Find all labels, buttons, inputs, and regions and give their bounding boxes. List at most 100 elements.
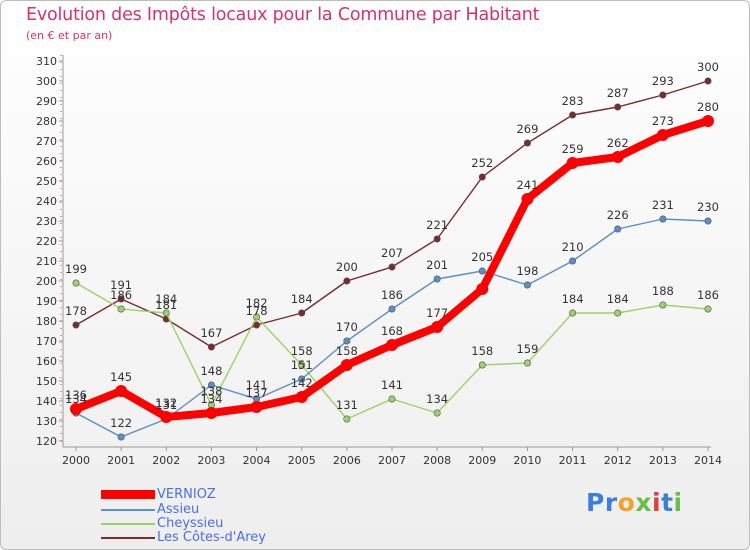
x-tick-label: 2005 <box>288 454 316 467</box>
y-tick-label: 270 <box>36 135 57 148</box>
data-label-vernioz: 137 <box>246 386 268 400</box>
point-cheyssieu <box>614 309 622 317</box>
point-vernioz <box>160 411 173 423</box>
point-assieu <box>478 267 486 275</box>
data-label-assieu: 205 <box>471 250 493 264</box>
point-vernioz <box>702 115 714 127</box>
y-tick-label: 290 <box>36 95 57 108</box>
data-label-vernioz: 280 <box>697 100 719 114</box>
x-tick-label: 2004 <box>243 454 271 467</box>
point-assieu <box>659 215 667 223</box>
y-tick-label: 130 <box>36 415 57 428</box>
point-vernioz <box>386 339 398 351</box>
point-les-c-tes-d-arey <box>253 321 261 329</box>
data-label-les-c-tes-d-arey: 300 <box>697 60 719 74</box>
logo-letter: Pr <box>586 488 618 517</box>
point-cheyssieu <box>298 361 306 369</box>
point-assieu <box>523 281 531 289</box>
y-tick-label: 230 <box>36 215 57 228</box>
legend-label: Assieu <box>157 502 200 517</box>
data-label-cheyssieu: 188 <box>652 284 674 298</box>
data-label-cheyssieu: 158 <box>291 344 313 358</box>
data-label-vernioz: 158 <box>336 344 358 358</box>
data-label-cheyssieu: 159 <box>516 342 538 356</box>
y-tick-label: 210 <box>36 255 57 268</box>
data-label-cheyssieu: 199 <box>65 262 87 276</box>
data-label-assieu: 231 <box>652 198 674 212</box>
legend-label: VERNIOZ <box>157 487 216 502</box>
chart-subtitle: (en € et par an) <box>26 29 113 42</box>
data-label-les-c-tes-d-arey: 178 <box>246 304 268 318</box>
point-les-c-tes-d-arey <box>117 295 125 303</box>
point-les-c-tes-d-arey <box>614 103 622 111</box>
data-label-vernioz: 262 <box>607 136 629 150</box>
point-cheyssieu <box>253 313 261 321</box>
data-label-cheyssieu: 186 <box>697 288 719 302</box>
data-label-assieu: 151 <box>291 358 313 372</box>
legend-swatch <box>101 537 155 539</box>
point-vernioz <box>566 157 579 169</box>
data-label-assieu: 201 <box>426 258 448 272</box>
point-cheyssieu <box>659 301 667 309</box>
data-label-les-c-tes-d-arey: 269 <box>516 122 538 136</box>
x-tick-label: 2012 <box>604 454 632 467</box>
data-label-assieu: 186 <box>381 288 403 302</box>
data-label-assieu: 198 <box>516 264 538 278</box>
logo-letter: i <box>673 488 683 517</box>
x-tick-label: 2001 <box>107 454 135 467</box>
data-label-cheyssieu: 134 <box>426 392 448 406</box>
y-tick-label: 310 <box>36 55 57 68</box>
x-tick-label: 2006 <box>333 454 361 467</box>
data-label-les-c-tes-d-arey: 293 <box>652 74 674 88</box>
point-vernioz <box>611 151 624 163</box>
point-assieu <box>569 257 577 265</box>
y-tick-label: 140 <box>36 395 57 408</box>
data-label-cheyssieu: 131 <box>336 398 358 412</box>
data-label-cheyssieu: 184 <box>607 292 629 306</box>
point-cheyssieu <box>343 415 351 423</box>
x-tick-label: 2002 <box>152 454 180 467</box>
data-label-cheyssieu: 186 <box>110 288 132 302</box>
y-tick-label: 260 <box>36 155 57 168</box>
y-tick-label: 160 <box>36 355 57 368</box>
point-vernioz <box>250 401 263 413</box>
data-label-assieu: 226 <box>607 208 629 222</box>
point-les-c-tes-d-arey <box>569 111 577 119</box>
data-label-assieu: 148 <box>200 364 222 378</box>
x-tick-label: 2008 <box>423 454 451 467</box>
legend-label: Cheyssieu <box>157 516 224 531</box>
point-cheyssieu <box>162 309 170 317</box>
data-label-assieu: 131 <box>155 398 177 412</box>
point-les-c-tes-d-arey <box>298 309 306 317</box>
data-label-cheyssieu: 184 <box>155 292 177 306</box>
point-vernioz <box>115 385 128 397</box>
y-tick-label: 220 <box>36 235 57 248</box>
data-label-assieu: 141 <box>246 378 268 392</box>
point-assieu <box>117 433 125 441</box>
data-label-vernioz: 273 <box>652 114 674 128</box>
point-les-c-tes-d-arey <box>478 173 486 181</box>
legend-swatch <box>101 490 155 499</box>
point-assieu <box>207 381 215 389</box>
data-label-cheyssieu: 182 <box>246 296 268 310</box>
data-label-cheyssieu: 141 <box>381 378 403 392</box>
point-vernioz <box>295 391 308 403</box>
point-les-c-tes-d-arey <box>523 139 531 147</box>
data-label-les-c-tes-d-arey: 200 <box>336 260 358 274</box>
x-tick-label: 2000 <box>62 454 90 467</box>
x-tick-label: 2009 <box>468 454 496 467</box>
point-cheyssieu <box>433 409 441 417</box>
point-cheyssieu <box>72 279 80 287</box>
point-les-c-tes-d-arey <box>207 343 215 351</box>
data-label-cheyssieu: 158 <box>471 344 493 358</box>
data-label-les-c-tes-d-arey: 252 <box>471 156 493 170</box>
logo-letter: t <box>661 488 674 517</box>
x-tick-label: 2007 <box>378 454 406 467</box>
x-tick-label: 2014 <box>694 454 722 467</box>
point-vernioz <box>205 407 218 419</box>
point-vernioz <box>340 359 353 371</box>
chart-title: Evolution des Impôts locaux pour la Comm… <box>26 5 540 25</box>
logo-letter: o <box>617 488 636 517</box>
